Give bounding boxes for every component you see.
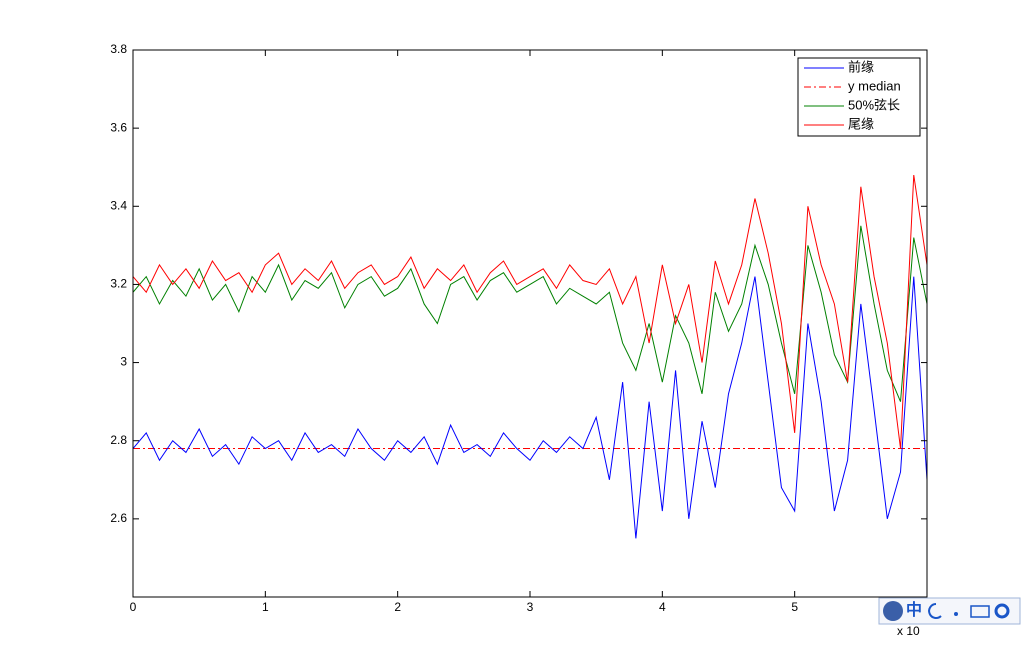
- series-line: [132, 276, 928, 539]
- x-tick-label: 5: [791, 600, 798, 614]
- x-multiplier: x 10: [897, 624, 920, 638]
- legend-box: [797, 57, 921, 137]
- legend-label: 50%弦长: [848, 97, 900, 112]
- y-tick-label: 2.6: [110, 511, 127, 525]
- x-tick-label: 0: [130, 600, 137, 614]
- ime-settings[interactable]: [994, 603, 1010, 619]
- series-line: [132, 174, 928, 449]
- ime-mode[interactable]: 中: [906, 600, 922, 619]
- ime-moon[interactable]: [928, 603, 942, 619]
- y-tick-label: 3.6: [110, 120, 127, 134]
- x-tick-label: 4: [659, 600, 666, 614]
- legend-label: 前缘: [848, 59, 874, 74]
- ime-logo: [883, 601, 903, 621]
- y-tick-label: 3.8: [110, 42, 127, 56]
- ime-keyboard[interactable]: [970, 605, 990, 618]
- x-tick-label: 3: [527, 600, 534, 614]
- ime-toolbar: 中: [878, 597, 1021, 625]
- legend-label: y median: [848, 78, 901, 93]
- y-tick-label: 3: [120, 355, 127, 369]
- y-tick-label: 3.2: [110, 277, 127, 291]
- x-tick-label: 2: [394, 600, 401, 614]
- ticks: 2.6 2.8 3 3.2 3.4 3.6 3.8 0 1 2 3 4 5: [110, 42, 927, 614]
- ime-punct[interactable]: [954, 612, 958, 616]
- y-tick-label: 3.4: [110, 198, 127, 212]
- y-tick-label: 2.8: [110, 433, 127, 447]
- x-tick-label: 1: [262, 600, 269, 614]
- legend-label: 尾缘: [848, 116, 874, 131]
- plot: [132, 174, 928, 539]
- series-line: [132, 225, 928, 402]
